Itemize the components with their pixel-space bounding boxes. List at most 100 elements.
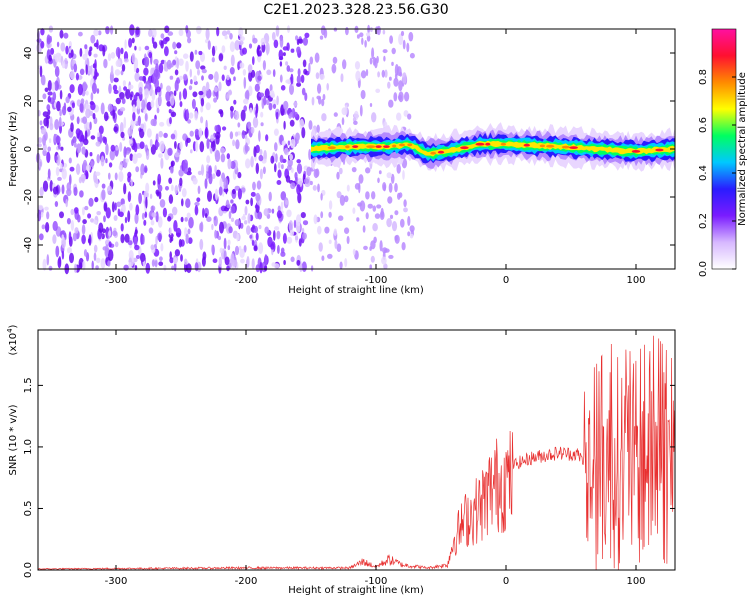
noise-cell <box>331 63 337 74</box>
noise-cell <box>61 250 65 260</box>
noise-cell <box>59 124 62 134</box>
noise-cell <box>108 172 111 180</box>
noise-cell <box>66 218 71 225</box>
noise-cell <box>61 234 64 241</box>
noise-cell <box>59 89 63 100</box>
noise-cell <box>61 168 67 180</box>
noise-cell <box>170 133 176 140</box>
noise-cell <box>183 162 188 174</box>
noise-cell <box>309 56 314 65</box>
noise-cell <box>144 211 148 218</box>
noise-cell <box>136 98 141 110</box>
noise-cell <box>234 219 241 227</box>
noise-cell <box>227 158 232 170</box>
noise-cell <box>231 259 237 267</box>
noise-cell <box>56 100 61 112</box>
noise-cell <box>264 88 270 99</box>
noise-cell <box>237 188 242 200</box>
noise-cell <box>107 53 112 62</box>
noise-cell <box>101 189 106 201</box>
noise-cell <box>279 61 283 67</box>
x-tick-label: 100 <box>626 576 645 587</box>
noise-cell <box>362 225 366 233</box>
noise-cell <box>193 75 197 82</box>
colorbar-gradient <box>711 28 737 270</box>
noise-cell <box>397 192 401 200</box>
noise-cell <box>40 28 45 36</box>
noise-cell <box>144 165 148 174</box>
noise-cell <box>59 29 64 39</box>
noise-cell <box>134 212 139 225</box>
noise-cell <box>69 84 75 94</box>
noise-cell <box>40 211 44 218</box>
noise-cell <box>239 36 245 42</box>
noise-cell <box>180 216 184 223</box>
noise-cell <box>252 181 256 191</box>
noise-cell <box>160 157 164 169</box>
noise-cell <box>173 90 177 97</box>
noise-cell <box>316 124 320 133</box>
noise-cell <box>184 217 188 222</box>
noise-cell <box>127 210 131 223</box>
noise-cell <box>394 210 399 216</box>
noise-cell <box>169 227 172 236</box>
noise-cell <box>78 176 82 184</box>
noise-cell <box>277 244 280 254</box>
noise-cell <box>94 196 99 203</box>
noise-cell <box>271 31 276 41</box>
noise-cell <box>250 69 256 78</box>
noise-cell <box>265 42 270 55</box>
noise-cell <box>42 93 47 100</box>
noise-cell <box>159 256 163 262</box>
noise-cell <box>144 45 150 51</box>
noise-cell <box>393 77 399 87</box>
noise-cell <box>156 107 160 114</box>
noise-cell <box>87 213 92 219</box>
noise-cell <box>300 74 305 84</box>
noise-cell <box>205 81 210 92</box>
noise-cell <box>152 180 156 186</box>
noise-cell <box>289 83 294 95</box>
y-tick-label: 0.5 <box>23 501 34 517</box>
noise-cell <box>88 197 94 207</box>
noise-cell <box>270 155 275 164</box>
noise-cell <box>269 84 273 92</box>
noise-cell <box>96 257 101 264</box>
noise-cell <box>176 42 182 49</box>
noise-cell <box>319 73 325 80</box>
noise-cell <box>364 40 367 48</box>
noise-cell <box>159 140 165 153</box>
noise-cell <box>46 116 49 129</box>
noise-cell <box>146 128 152 138</box>
noise-cell <box>402 72 407 84</box>
noise-cell <box>123 264 129 271</box>
noise-cell <box>290 73 294 85</box>
colorbar-ticks: 0.0 0.2 0.4 0.6 0.8 <box>698 69 736 277</box>
noise-cell <box>344 227 350 234</box>
noise-cell <box>81 234 86 245</box>
noise-cell <box>304 92 308 101</box>
noise-cell <box>151 28 157 38</box>
noise-cell <box>344 104 348 116</box>
noise-cell <box>158 184 163 192</box>
noise-cell <box>208 73 214 80</box>
noise-cell <box>388 182 393 193</box>
signal-peak <box>327 146 336 150</box>
noise-cell <box>256 180 262 190</box>
noise-cell <box>250 197 254 207</box>
noise-cell <box>67 106 72 113</box>
noise-cell <box>258 154 264 162</box>
noise-cell <box>128 84 134 90</box>
noise-cell <box>209 147 213 154</box>
noise-cell <box>346 235 350 245</box>
noise-cell <box>123 183 127 195</box>
noise-cell <box>138 192 143 205</box>
noise-cell <box>376 25 381 36</box>
noise-cell <box>266 69 272 76</box>
noise-cell <box>214 150 221 162</box>
noise-cell <box>226 74 230 81</box>
noise-cell <box>280 191 287 201</box>
noise-cell <box>242 47 247 55</box>
noise-cell <box>69 70 76 80</box>
noise-cell <box>244 205 248 216</box>
